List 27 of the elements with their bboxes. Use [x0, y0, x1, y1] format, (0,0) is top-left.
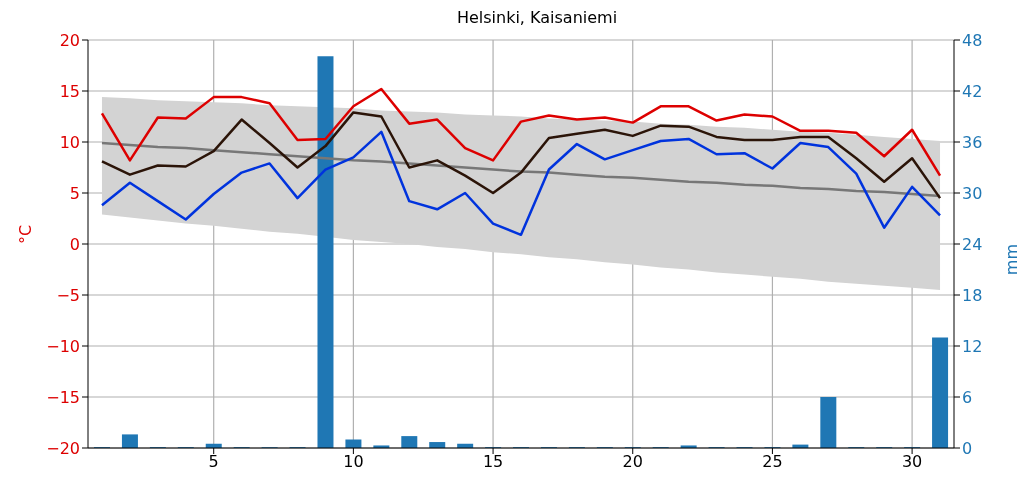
- y-axis-title: °C: [15, 224, 35, 244]
- y-tick-label: 10: [59, 132, 80, 152]
- y-tick-label: −15: [46, 387, 80, 407]
- y-tick-label: 0: [69, 234, 80, 254]
- x-tick-label: 30: [901, 452, 923, 472]
- y2-tick-label: 24: [962, 234, 983, 254]
- y2-tick-label: 30: [962, 183, 983, 203]
- x-tick-label: 15: [482, 452, 504, 472]
- chart-title: Helsinki, Kaisaniemi: [455, 8, 619, 28]
- x-tick-label: 10: [343, 452, 364, 472]
- x-tick-label: 20: [622, 452, 643, 472]
- x-tick-label: 25: [762, 452, 783, 472]
- y-tick-label: −20: [46, 438, 80, 458]
- y2-tick-label: 12: [962, 336, 983, 356]
- y2-tick-label: 0: [962, 438, 973, 458]
- y-tick-label: 20: [59, 30, 80, 50]
- y2-tick-label: 18: [962, 285, 983, 305]
- y2-tick-label: 36: [962, 132, 983, 152]
- y2-tick-label: 48: [962, 30, 983, 50]
- y2-tick-label: 6: [962, 387, 973, 407]
- y-tick-label: −10: [46, 336, 80, 356]
- y-tick-label: 5: [69, 183, 80, 203]
- y-tick-label: −5: [56, 285, 80, 305]
- y-tick-label: 15: [59, 81, 80, 101]
- y2-tick-label: 42: [962, 81, 983, 101]
- y2-axis-title: mm: [1001, 244, 1021, 276]
- x-tick-label: 5: [208, 452, 219, 472]
